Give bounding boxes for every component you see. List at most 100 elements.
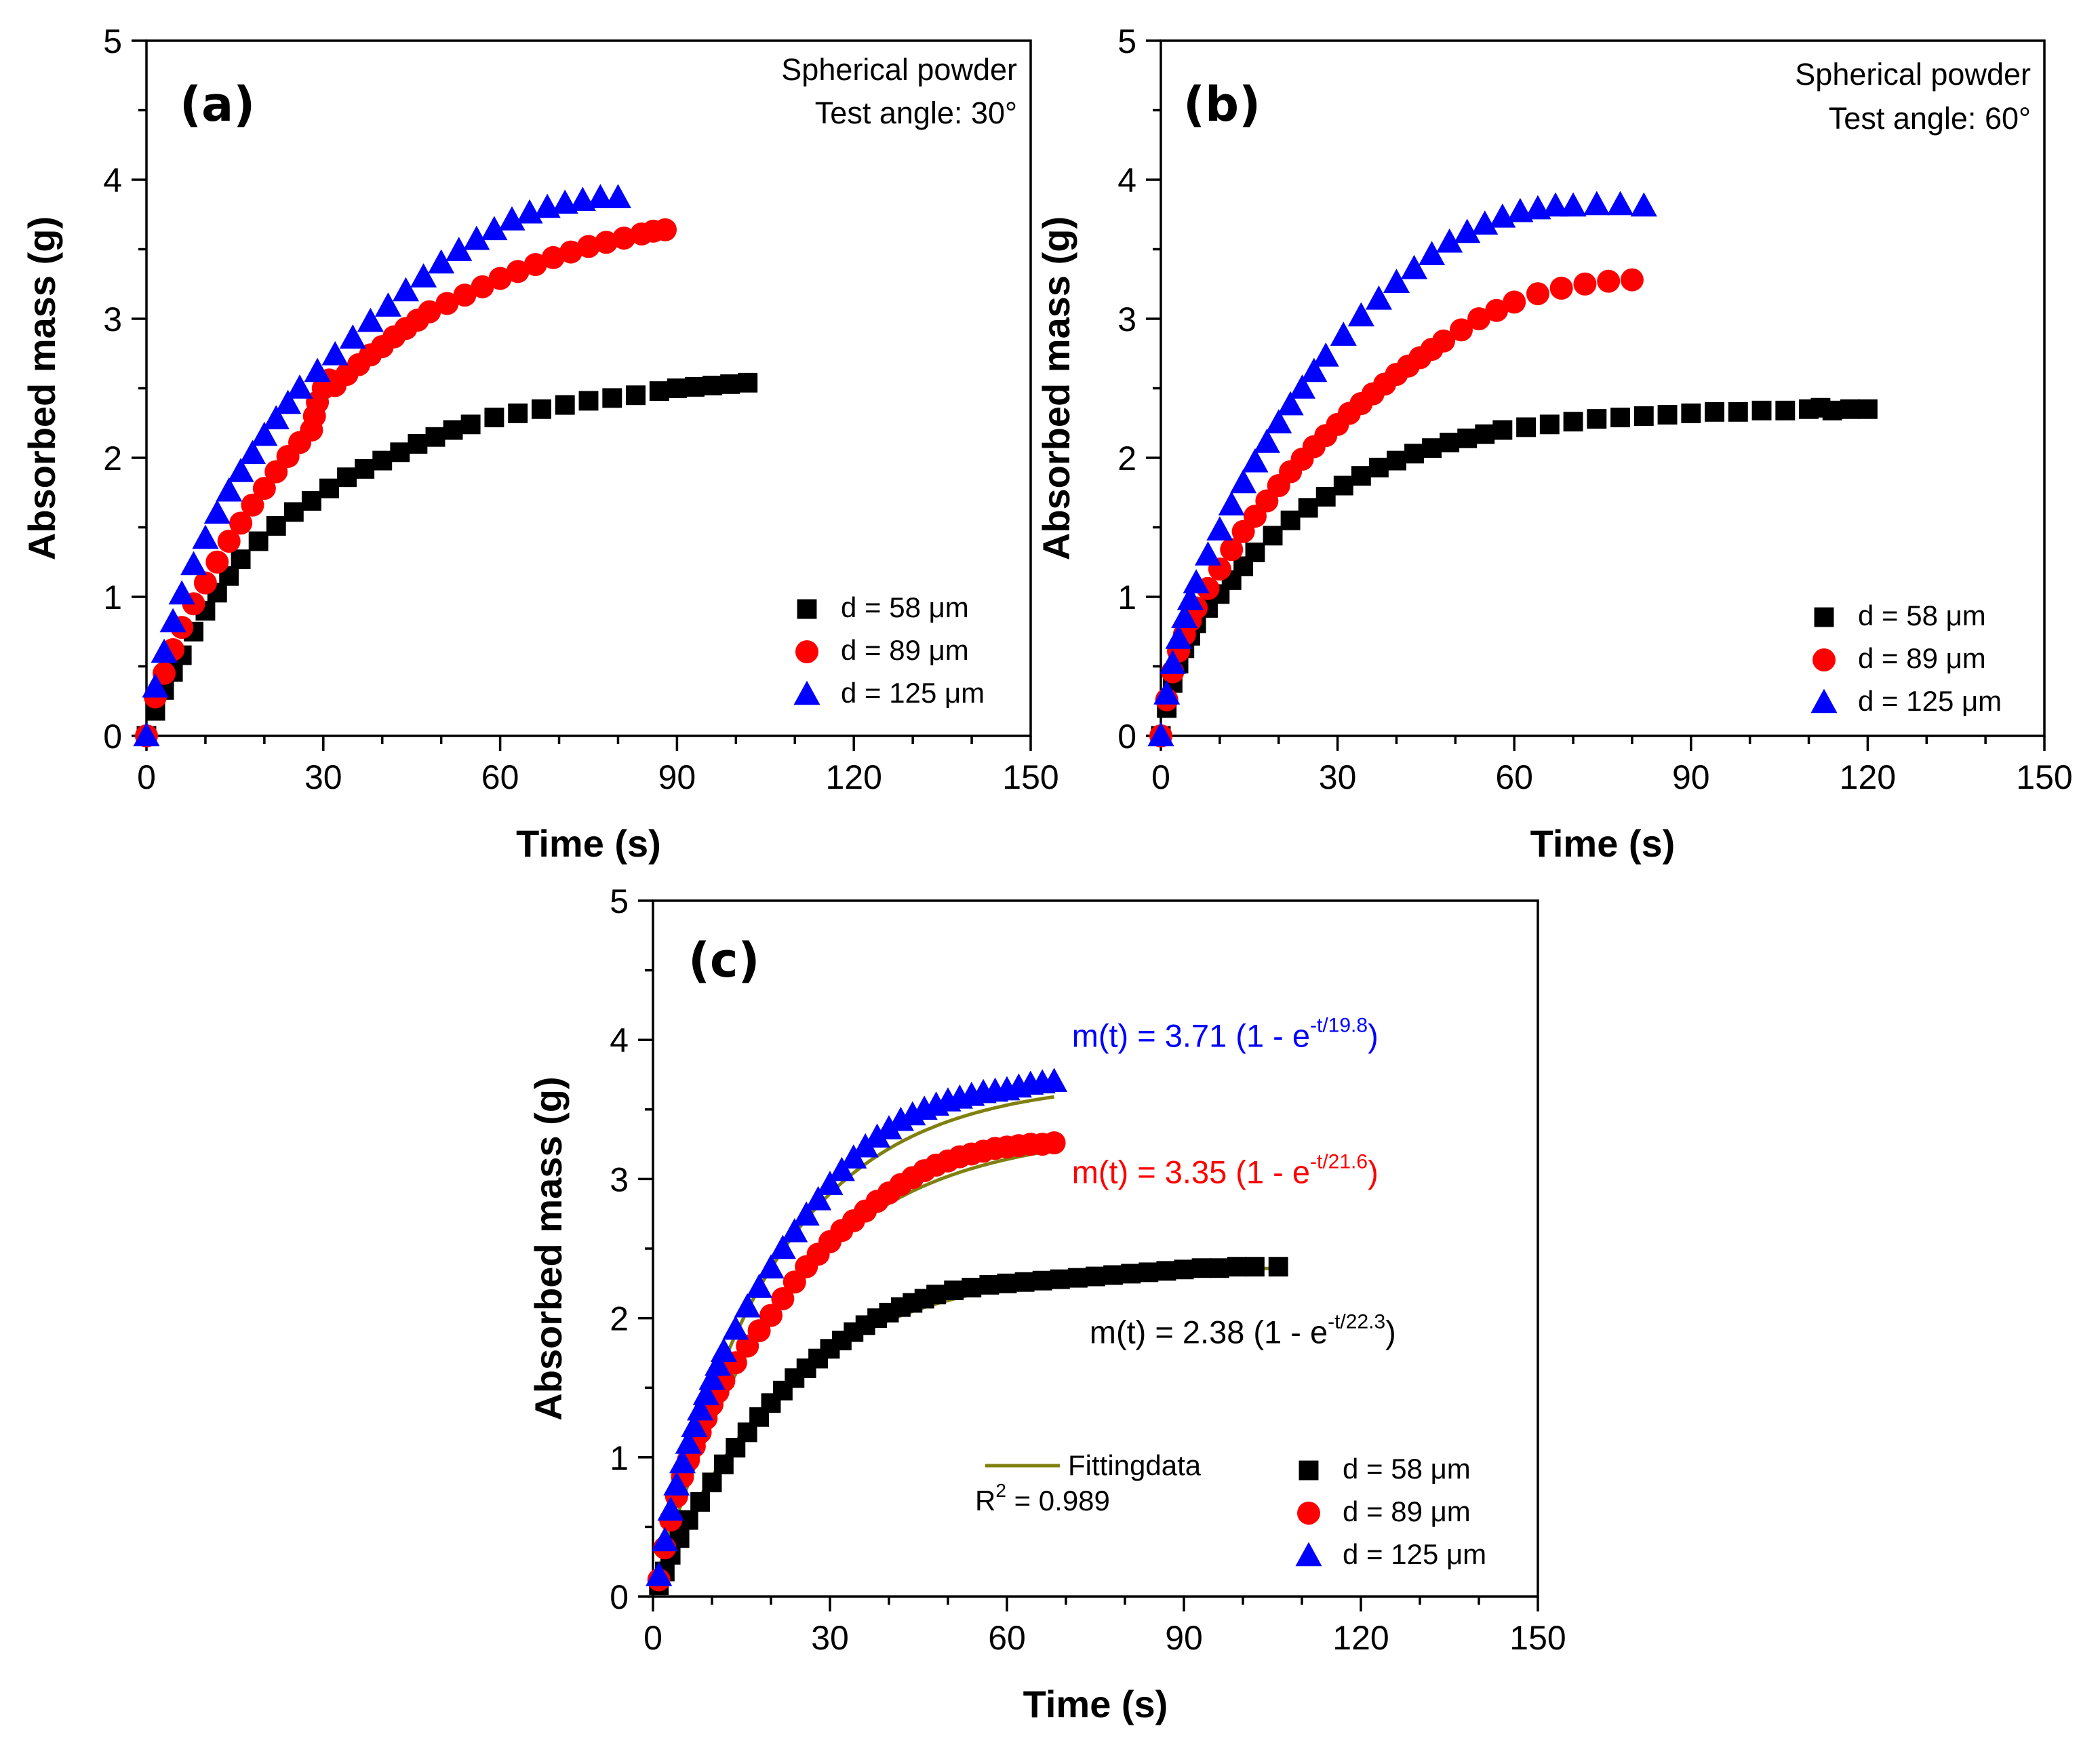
fit-equation: m(t) = 2.38 (1 - e-t/22.3) [1090,1311,1396,1350]
data-point [319,478,339,498]
x-axis-label: Time (s) [1023,1683,1168,1725]
x-tick-label: 120 [1840,758,1896,796]
data-point [738,372,758,393]
data-point [626,385,646,406]
data-point [1277,391,1304,416]
data-point [1610,408,1631,427]
panel-label: (a) [180,77,255,132]
data-point [1822,400,1842,420]
panel-note: Test angle: 30° [815,96,1017,130]
data-point [1347,302,1374,327]
data-point [506,260,530,283]
data-point [425,427,445,447]
data-point [1176,585,1204,610]
data-point [1526,282,1549,306]
data-point [1050,1269,1070,1289]
panel-note: Spherical powder [781,52,1017,87]
legend-marker [793,680,820,705]
equation-tail: ) [1368,1017,1379,1053]
legend-label: d = 125 μm [1858,685,2002,717]
data-point [1365,285,1392,310]
data-point [286,374,313,399]
data-point [705,1351,732,1376]
legend-label: d = 89 μm [1858,642,1986,674]
data-point [372,450,393,471]
legend-marker [1295,1542,1322,1567]
y-tick-label: 4 [103,161,122,199]
data-point [205,550,229,574]
equation-tail: ) [1368,1154,1379,1190]
plot-frame [1160,39,2046,737]
y-axis-label: Absorbed mass (g) [527,1076,570,1420]
data-point [1280,510,1301,530]
data-point [1206,516,1233,541]
data-point [577,235,600,258]
data-point [1454,218,1481,243]
data-point [231,549,251,570]
data-point [962,1278,982,1297]
data-point [1840,399,1860,419]
data-point [283,502,304,522]
data-point [944,1280,964,1301]
data-point [1492,420,1513,440]
data-point [1485,298,1509,322]
legend-marker [797,599,817,619]
series-circle [647,1131,1066,1592]
x-tick-label: 90 [658,758,696,796]
data-point [555,395,575,415]
data-point [1542,192,1569,217]
fit-legend-label: Fittingdata [1068,1449,1202,1481]
x-tick-label: 150 [1509,1619,1566,1657]
data-point [203,499,231,524]
x-tick-label: 90 [1672,758,1710,796]
data-point [180,551,207,576]
data-point [252,477,276,501]
data-point [1368,457,1389,477]
x-axis-label: Time (s) [516,822,661,865]
data-point [488,267,512,290]
y-tick-label: 5 [103,22,122,60]
x-tick-label: 30 [304,758,342,796]
panel-b: 0 30 60 90 120 150 0 1 2 3 4 5 Time (s) Absorbed mass… [1035,22,2073,865]
y-axis-label: Absorbed mass (g) [1035,216,1077,560]
x-tick-label: 0 [643,1619,662,1657]
data-point [771,1287,795,1310]
data-point [239,439,266,465]
data-point [1549,276,1573,300]
x-axis-label: Time (s) [1530,822,1676,865]
data-point [793,1201,820,1226]
panel-note: Spherical powder [1795,57,2031,92]
legend-label: d = 125 μm [1343,1538,1486,1570]
data-point [669,1449,696,1474]
data-point [159,608,186,633]
data-point [392,277,420,302]
data-point [1227,1257,1247,1277]
equation-main: m(t) = 3.35 (1 - e [1072,1154,1310,1190]
r-squared-sup: 2 [995,1480,1006,1501]
y-tick-label: 2 [103,439,122,477]
data-point [1121,1264,1141,1284]
series-triangle [646,1068,1068,1586]
data-point [301,491,321,511]
data-point [418,300,441,324]
series-square [1151,397,1878,746]
data-point [1242,448,1269,473]
data-point [1209,1258,1229,1278]
data-point [720,374,740,394]
panel-note: Test angle: 60° [1829,101,2031,136]
data-point [481,216,508,241]
y-tick-label: 0 [1117,718,1136,756]
data-point [667,378,687,398]
legend-marker [1810,688,1838,713]
data-point [1471,210,1499,235]
data-point [1597,269,1621,293]
panel-c: 0 30 60 90 120 150 0 1 2 3 4 5 Time (s) Absorbed mass… [527,882,1566,1725]
data-point [1607,191,1634,216]
data-point [1587,409,1607,429]
data-point [1457,428,1478,448]
data-point [722,1315,749,1340]
data-point [1191,1258,1212,1278]
legend-label: d = 89 μm [1343,1495,1471,1527]
legend-marker [1814,607,1834,627]
data-point [1230,469,1257,494]
